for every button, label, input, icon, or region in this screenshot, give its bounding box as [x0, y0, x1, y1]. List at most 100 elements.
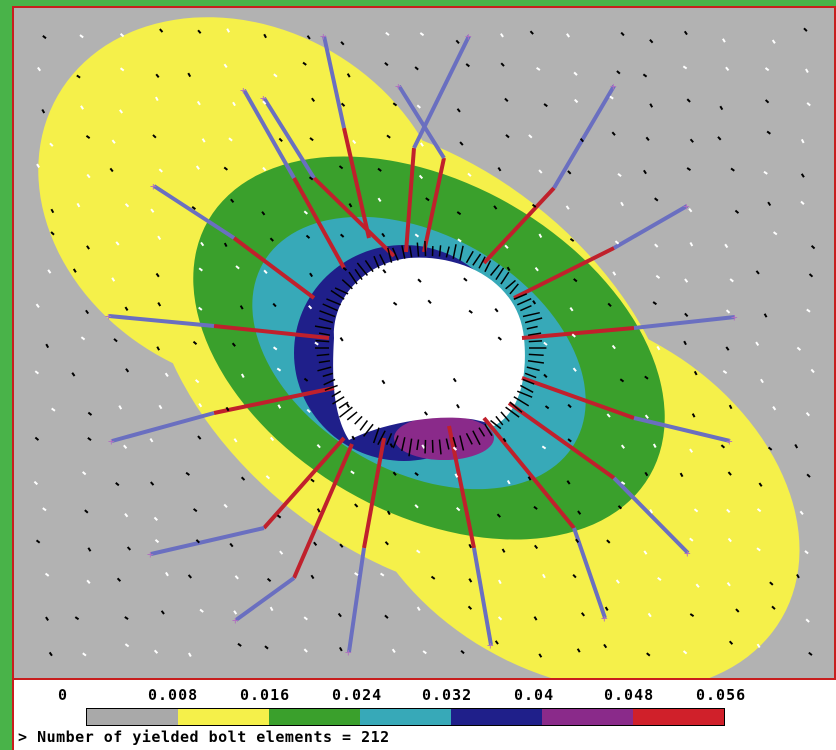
stress-marker: [86, 245, 90, 250]
yield-spike: [509, 401, 523, 413]
bolt-end-marker: +: [108, 435, 115, 448]
stress-marker: [111, 139, 116, 144]
bolt-yielded-segment: [482, 416, 576, 530]
stress-marker: [310, 478, 315, 483]
stress-marker: [269, 237, 274, 242]
stress-marker: [771, 39, 776, 44]
yield-spike: [528, 340, 543, 343]
stress-marker: [422, 650, 427, 655]
stress-marker: [496, 513, 501, 518]
stress-marker: [261, 211, 266, 216]
yield-spike: [341, 279, 353, 290]
stress-marker: [494, 308, 499, 313]
stress-marker: [37, 66, 42, 72]
stress-marker: [615, 579, 620, 584]
stress-marker: [806, 308, 811, 313]
bolt-yielded-segment: [292, 443, 354, 579]
yield-spike: [363, 423, 374, 437]
yield-spike: [445, 246, 450, 258]
stress-marker: [620, 31, 625, 37]
stress-marker: [614, 240, 620, 245]
stress-marker: [237, 642, 242, 647]
stress-marker: [200, 241, 205, 247]
stress-marker: [729, 278, 734, 283]
stress-marker: [695, 583, 700, 588]
bolt-end-marker: +: [601, 612, 608, 625]
stress-marker: [691, 413, 696, 418]
stress-marker: [339, 646, 343, 652]
stress-marker: [45, 616, 49, 621]
yield-spike: [500, 271, 510, 285]
bolt-elastic-segment: [472, 547, 493, 646]
stress-marker: [796, 346, 802, 351]
stress-marker: [457, 238, 462, 243]
stress-marker: [726, 508, 731, 513]
stress-marker: [489, 405, 495, 411]
stress-marker: [339, 233, 345, 238]
stress-marker: [725, 309, 731, 314]
stress-marker: [467, 605, 473, 610]
zone-purple: [394, 416, 494, 460]
yield-spike: [385, 433, 393, 445]
stress-marker: [149, 437, 154, 443]
stress-marker: [80, 105, 84, 110]
stress-marker: [573, 71, 578, 76]
stress-marker: [465, 63, 470, 68]
yield-spike: [465, 432, 473, 445]
stress-marker: [717, 136, 722, 141]
stress-marker: [689, 138, 694, 143]
stress-marker: [419, 32, 425, 37]
stress-marker: [124, 616, 129, 621]
stress-marker: [758, 482, 763, 487]
stress-marker: [158, 168, 163, 173]
yield-spike: [316, 353, 330, 357]
stress-marker: [126, 546, 132, 551]
contour-plot: + + + + + + + + + + + + + + + + + +: [12, 6, 836, 680]
stress-marker: [72, 268, 77, 273]
yield-spike: [495, 267, 505, 281]
bolt-yielded-segment: [342, 127, 371, 239]
stress-marker: [263, 33, 267, 39]
yield-spike: [509, 283, 519, 295]
yield-spike: [519, 384, 534, 393]
stress-marker: [534, 544, 539, 550]
yield-spike: [348, 271, 358, 285]
yield-spike: [489, 264, 500, 276]
stress-marker: [229, 542, 234, 548]
stress-marker: [645, 136, 650, 142]
stress-marker: [810, 245, 816, 250]
stress-marker: [35, 303, 40, 308]
stress-marker: [756, 547, 761, 552]
stress-marker: [265, 475, 271, 480]
stress-marker: [573, 278, 578, 283]
stress-marker: [278, 137, 283, 143]
stress-marker: [386, 134, 391, 139]
stress-marker: [491, 375, 496, 380]
stress-marker: [498, 579, 502, 585]
stress-marker: [155, 272, 160, 278]
stress-marker: [769, 581, 774, 586]
yield-spike: [338, 401, 349, 409]
stress-marker: [800, 173, 805, 178]
stress-marker: [240, 476, 246, 481]
stress-marker: [185, 471, 190, 476]
stress-marker: [688, 207, 693, 213]
stress-marker: [338, 165, 344, 170]
bolt-elastic-segment: [152, 184, 236, 240]
stress-marker: [728, 640, 734, 645]
stress-marker: [346, 73, 351, 78]
yield-spike: [359, 420, 369, 431]
stress-marker: [41, 109, 46, 114]
bolt-yielded-segment: [422, 157, 446, 253]
stress-marker: [113, 338, 118, 343]
bolt-elastic-segment: [397, 84, 446, 160]
stress-marker: [767, 201, 772, 207]
stress-marker: [642, 73, 648, 78]
bolt-yielded-segment: [521, 326, 635, 340]
stress-marker: [455, 39, 460, 45]
bolt-yielded-segment: [213, 324, 330, 340]
stress-marker: [314, 341, 319, 346]
bolt-end-marker: +: [684, 547, 691, 560]
yield-spike: [379, 254, 386, 266]
yield-spike: [438, 439, 442, 455]
